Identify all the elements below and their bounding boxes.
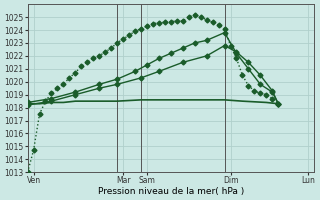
- X-axis label: Pression niveau de la mer( hPa ): Pression niveau de la mer( hPa ): [98, 187, 244, 196]
